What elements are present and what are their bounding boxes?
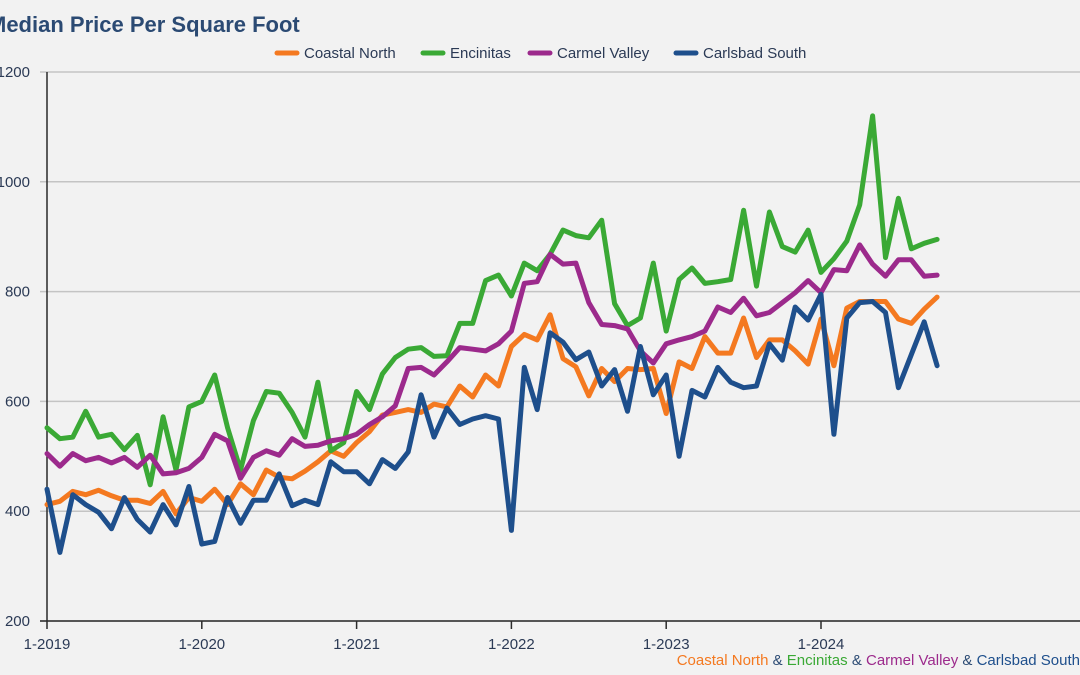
chart-title: Median Price Per Square Foot — [0, 12, 300, 37]
x-axis: 1-2019 1-2020 1-2021 1-2022 1-2023 1-2024 — [24, 72, 1080, 653]
footer-caption-part: Carmel Valley — [866, 652, 959, 669]
y-tick-label: 1200 — [0, 64, 30, 81]
footer-caption-part: Coastal North — [676, 652, 769, 669]
footer-caption-part: & — [847, 652, 866, 669]
y-tick-label: 200 — [5, 613, 30, 630]
footer-caption-part: & — [958, 652, 977, 669]
x-tick-label: 1-2024 — [798, 636, 845, 653]
series-line-encinitas — [44, 113, 940, 488]
footer-caption-part: & — [768, 652, 787, 669]
footer-caption: Coastal North & Encinitas & Carmel Valle… — [677, 652, 1080, 669]
legend-item[interactable]: Carlsbad South — [673, 45, 806, 62]
y-tick-label: 600 — [5, 393, 30, 410]
y-axis-ticks: 200 400 600 800 1000 1200 — [0, 64, 30, 630]
series-line-carmel-valley — [44, 242, 940, 481]
footer-caption-part: Carlsbad South — [976, 652, 1080, 669]
series-line-carlsbad-south — [44, 291, 940, 555]
y-tick-label: 400 — [5, 503, 30, 520]
series-line-coastal-north — [44, 294, 940, 517]
x-tick-label: 1-2023 — [643, 636, 690, 653]
legend-label: Carlsbad South — [703, 45, 806, 62]
x-tick-label: 1-2019 — [24, 636, 71, 653]
legend-label: Carmel Valley — [557, 45, 650, 62]
x-tick-label: 1-2022 — [488, 636, 535, 653]
x-tick-label: 1-2021 — [333, 636, 380, 653]
y-tick-label: 1000 — [0, 174, 30, 191]
legend-item[interactable]: Carmel Valley — [527, 45, 650, 62]
footer-caption-part: Encinitas — [786, 652, 848, 669]
y-tick-label: 800 — [5, 284, 30, 301]
legend-label: Encinitas — [450, 45, 511, 62]
legend-item[interactable]: Encinitas — [420, 45, 511, 62]
legend: Coastal North Encinitas Carmel Valley Carls… — [274, 45, 806, 62]
legend-item[interactable]: Coastal North — [274, 45, 396, 62]
series-lines — [44, 113, 940, 555]
legend-label: Coastal North — [304, 45, 396, 62]
x-tick-label: 1-2020 — [178, 636, 225, 653]
